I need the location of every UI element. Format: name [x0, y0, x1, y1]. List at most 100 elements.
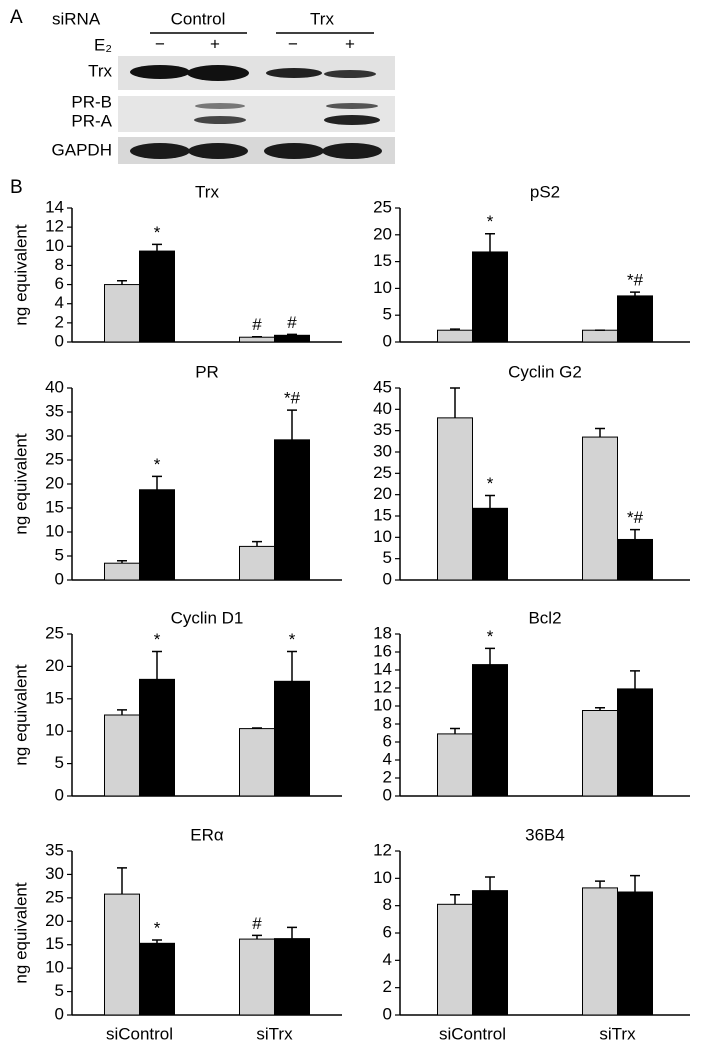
sign: + [345, 34, 355, 53]
y-tick-label: 5 [55, 545, 64, 564]
bar [617, 688, 653, 797]
y-tick-label: 12 [373, 677, 392, 696]
y-tick-label: 4 [383, 950, 392, 969]
y-tick-label: 4 [383, 749, 392, 768]
y-tick-label: 2 [55, 312, 64, 331]
bar [139, 489, 175, 581]
chart-title: Cyclin D1 [171, 608, 244, 627]
sign: − [288, 34, 298, 53]
y-tick-label: 2 [383, 977, 392, 996]
band [266, 68, 322, 78]
x-tick-label: siControl [439, 1024, 506, 1043]
bar [139, 250, 175, 343]
bar [104, 284, 140, 343]
y-tick-label: 8 [383, 895, 392, 914]
error-bar [450, 727, 460, 734]
y-tick-label: 2 [383, 767, 392, 786]
y-tick-label: 35 [45, 840, 64, 859]
y-tick-label: 14 [45, 197, 64, 216]
row-label: GAPDH [52, 140, 112, 159]
row-label: PR-A [71, 111, 112, 130]
error-bar [450, 893, 460, 905]
y-tick-label: 10 [45, 721, 64, 740]
bar [582, 710, 618, 797]
band [326, 103, 378, 109]
bar [437, 329, 473, 343]
error-bar [630, 291, 640, 296]
y-tick-label: 40 [45, 377, 64, 396]
bar [582, 887, 618, 1016]
bar [274, 439, 310, 581]
significance-mark: *# [284, 389, 301, 408]
y-axis-label: ng equivalent [11, 224, 30, 325]
sign: − [155, 34, 165, 53]
bar [472, 890, 508, 1016]
band [324, 115, 380, 125]
y-tick-label: 20 [45, 911, 64, 930]
error-bar [630, 528, 640, 540]
y-tick-label: 15 [373, 505, 392, 524]
bar [239, 545, 275, 581]
chart-title: ERα [190, 825, 224, 844]
error-bar [152, 243, 162, 252]
y-tick-label: 30 [373, 441, 392, 460]
error-bar [595, 707, 605, 711]
bar [472, 507, 508, 581]
chart-title: Cyclin G2 [508, 362, 582, 381]
y-tick-label: 6 [383, 731, 392, 750]
chart-title: pS2 [530, 182, 560, 201]
bar [104, 714, 140, 797]
blot-strip [118, 96, 395, 132]
y-tick-label: 20 [45, 473, 64, 492]
chart-title: Trx [195, 182, 219, 201]
y-tick-label: 5 [55, 753, 64, 772]
y-tick-label: 15 [373, 251, 392, 270]
bar [274, 938, 310, 1016]
y-axis-label: ng equivalent [11, 664, 30, 765]
error-bar [117, 560, 127, 564]
y-tick-label: 0 [55, 785, 64, 804]
group-label: Trx [310, 9, 334, 28]
chart-title: 36B4 [525, 825, 565, 844]
y-tick-label: 12 [373, 840, 392, 859]
error-bar [252, 934, 262, 940]
treatment-label: E₂ [94, 35, 112, 54]
y-tick-label: 6 [383, 922, 392, 941]
y-tick-label: 4 [55, 293, 64, 312]
bar [239, 728, 275, 797]
y-axis-label: ng equivalent [11, 433, 30, 534]
error-bar [485, 232, 495, 252]
bar [617, 295, 653, 343]
x-tick-label: siControl [106, 1024, 173, 1043]
row-label: Trx [88, 61, 112, 80]
bar [274, 334, 310, 343]
error-bar [117, 709, 127, 715]
y-tick-label: 25 [45, 449, 64, 468]
y-tick-label: 30 [45, 425, 64, 444]
significance-mark: * [154, 630, 161, 649]
error-bar [630, 874, 640, 892]
y-tick-label: 45 [373, 377, 392, 396]
y-tick-label: 0 [383, 569, 392, 588]
y-tick-label: 18 [373, 623, 392, 642]
y-tick-label: 25 [45, 623, 64, 642]
band [130, 65, 190, 79]
y-tick-label: 25 [373, 197, 392, 216]
y-tick-label: 10 [373, 527, 392, 546]
band [194, 116, 246, 124]
significance-mark: *# [627, 271, 644, 290]
band [195, 103, 245, 109]
bar [139, 942, 175, 1016]
error-bar [117, 867, 127, 895]
y-axis-label: ng equivalent [11, 882, 30, 983]
significance-mark: * [289, 630, 296, 649]
y-tick-label: 6 [55, 274, 64, 293]
band [187, 65, 249, 81]
y-tick-label: 10 [45, 521, 64, 540]
y-tick-label: 20 [373, 224, 392, 243]
group-label: Control [171, 9, 226, 28]
bar [437, 417, 473, 581]
y-tick-label: 25 [45, 887, 64, 906]
